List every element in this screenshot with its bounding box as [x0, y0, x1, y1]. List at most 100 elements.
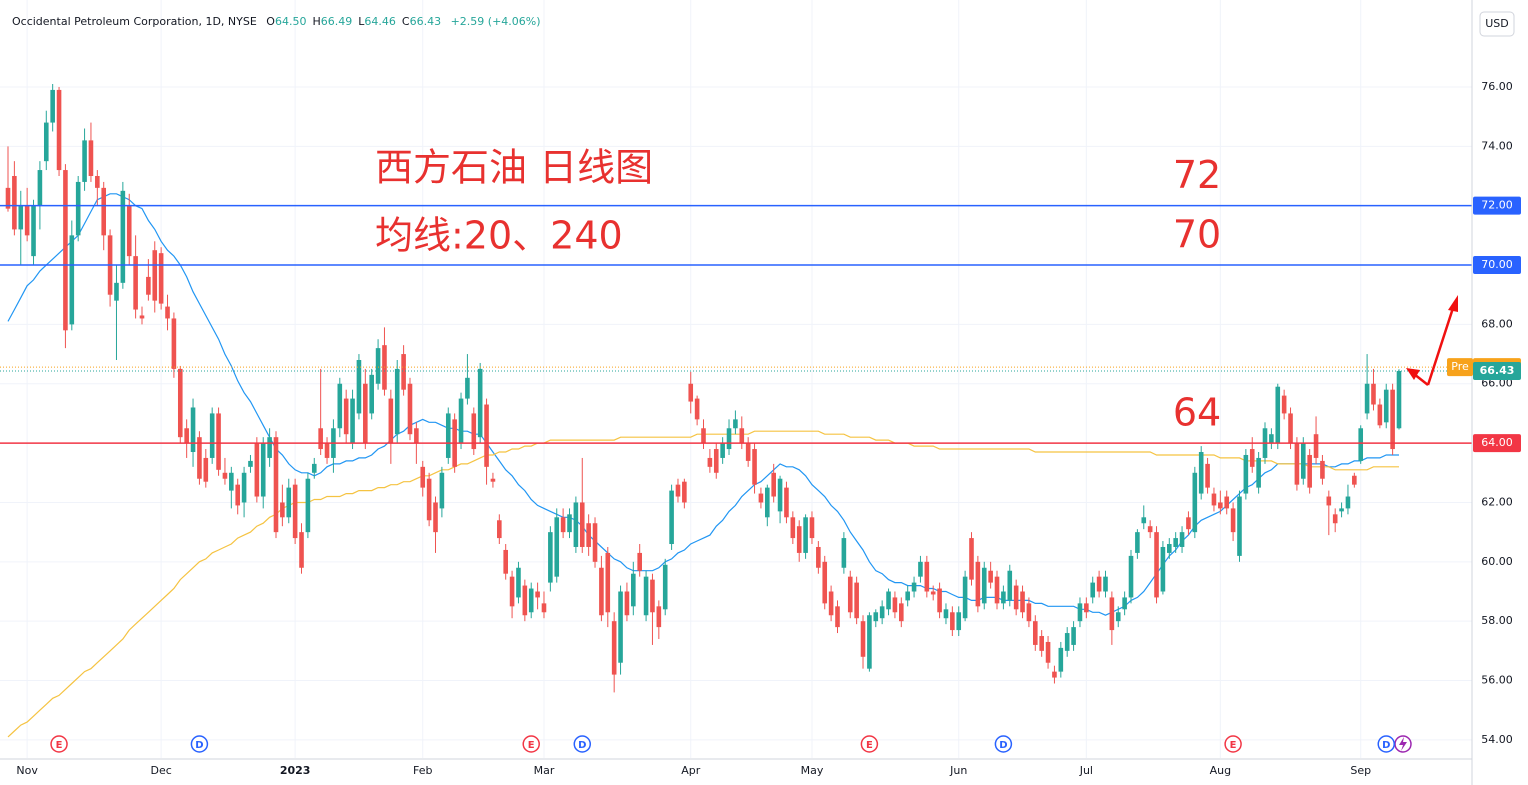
candle-body — [497, 520, 502, 539]
event-badge[interactable] — [1224, 735, 1242, 753]
line-note: 70 — [1173, 213, 1221, 257]
event-badge[interactable] — [994, 735, 1013, 753]
candle-body — [1186, 517, 1191, 530]
header-value: 64.46 — [364, 15, 396, 28]
x-tick-label: Sep — [1350, 764, 1371, 777]
y-tick-label: 68.00 — [1481, 317, 1513, 330]
candle-body — [216, 413, 221, 470]
candle-body — [471, 413, 477, 450]
candle-body — [886, 591, 891, 610]
candle-body — [911, 582, 917, 592]
x-tick-label: May — [801, 764, 824, 777]
y-tick-label: 58.00 — [1481, 614, 1513, 627]
candle-body — [1096, 576, 1102, 592]
candle-body — [5, 187, 11, 209]
event-badge[interactable] — [190, 735, 209, 753]
candle-body — [356, 360, 362, 414]
candle-body — [139, 315, 145, 319]
candle-body — [1294, 443, 1300, 485]
candle-body — [1326, 496, 1332, 506]
candle-body — [950, 612, 955, 631]
x-tick-label: Jul — [1079, 764, 1093, 777]
y-tick-label: 76.00 — [1481, 80, 1513, 93]
candle-body — [1013, 585, 1019, 610]
candle-body — [318, 428, 323, 450]
candle-body — [63, 170, 68, 331]
header-title: Occidental Petroleum Corporation, 1D, NY… — [12, 15, 257, 28]
header-change: +2.59 (+4.06%) — [451, 15, 541, 28]
currency-box[interactable] — [1479, 11, 1515, 37]
candle-body — [873, 612, 879, 622]
candle-body — [75, 181, 81, 236]
candle-body — [388, 398, 394, 444]
candle-body — [771, 472, 776, 497]
event-badge[interactable] — [860, 735, 879, 753]
candle-body — [905, 591, 910, 601]
ma-line — [7, 193, 1399, 616]
candle-body — [924, 561, 930, 592]
candle-body — [694, 398, 700, 420]
candle-body — [1198, 452, 1204, 494]
price-label-box — [1473, 434, 1521, 453]
candle-body — [650, 579, 655, 613]
candle-body — [1141, 517, 1147, 524]
candle-body — [458, 398, 464, 444]
candle-body — [369, 374, 375, 414]
event-badge[interactable] — [1377, 735, 1395, 753]
candle-body — [522, 585, 528, 616]
candle-body — [765, 487, 770, 518]
candle-body — [822, 561, 828, 604]
candle-body — [835, 606, 840, 628]
candle-body — [433, 502, 438, 533]
event-label: E — [866, 740, 873, 751]
event-badge[interactable] — [50, 735, 68, 753]
candle-body — [611, 621, 617, 675]
candle-body — [662, 564, 668, 610]
candle-body — [784, 487, 789, 518]
candle-body — [343, 398, 349, 435]
candle-body — [631, 573, 636, 607]
candle-body — [560, 517, 566, 533]
candle-body — [1243, 454, 1249, 494]
candle-body — [184, 428, 189, 444]
y-tick-label: 66.00 — [1481, 377, 1513, 390]
y-tick-label: 54.00 — [1481, 733, 1513, 746]
candle-body — [1281, 395, 1287, 414]
candle-body — [1256, 457, 1261, 488]
header-label: C — [402, 15, 410, 28]
candle-body — [758, 493, 764, 503]
candle-body — [828, 591, 834, 616]
candle-body — [1320, 460, 1325, 479]
candle-body — [618, 591, 623, 663]
candle-body — [809, 517, 815, 539]
candle-body — [918, 561, 923, 577]
candle-body — [158, 253, 164, 304]
event-label: D — [1382, 740, 1390, 751]
candle-body — [726, 428, 732, 450]
candle-body — [114, 282, 119, 301]
candle-body — [1135, 532, 1140, 553]
candle-body — [1103, 576, 1108, 592]
candle-body — [1026, 603, 1032, 622]
candle-body — [1001, 591, 1006, 604]
candle-body — [803, 517, 808, 553]
candle-body — [599, 567, 604, 616]
candle-body — [860, 621, 866, 657]
event-badge[interactable] — [522, 735, 540, 753]
candle-body — [1396, 370, 1402, 429]
event-badge[interactable] — [573, 735, 592, 753]
arrow-up — [1426, 307, 1455, 386]
header-values: O64.50 H66.49 L64.46 C66.43 — [266, 15, 441, 28]
line-note: 72 — [1173, 153, 1221, 197]
annotation-subtitle: 均线:20、240 — [375, 214, 623, 258]
candle-body — [286, 487, 292, 518]
event-label: E — [528, 740, 535, 751]
candle-body — [1313, 434, 1319, 458]
plot — [0, 83, 1472, 738]
split-icon[interactable] — [1394, 735, 1412, 753]
candle-body — [1205, 463, 1210, 488]
price-tag: 66.43 — [1480, 364, 1515, 377]
candle-body — [943, 609, 949, 619]
candle-body — [1045, 641, 1051, 663]
y-tick-label: 74.00 — [1481, 139, 1513, 152]
